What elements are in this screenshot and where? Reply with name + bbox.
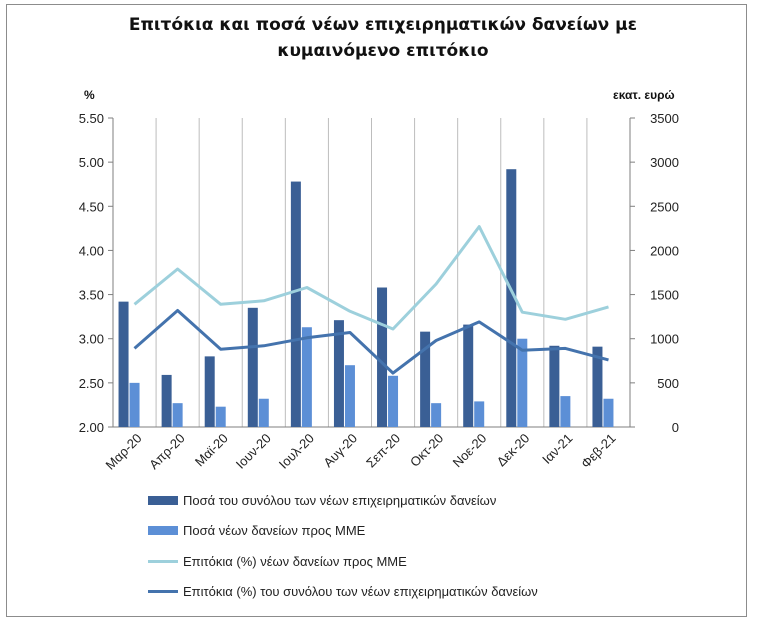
legend-item-sme-amount: Ποσά νέων δανείων προς ΜΜΕ — [148, 520, 365, 540]
chart-title-line-2: κυμαινόμενο επιτόκιο — [277, 41, 489, 61]
legend-swatch-sme-amount — [148, 525, 178, 535]
y-right-tick-label: 2500 — [650, 199, 679, 214]
bar-total-amount — [247, 307, 258, 427]
x-tick-label: Μαρ-20 — [103, 431, 145, 473]
y-right-tick-label: 3500 — [650, 111, 679, 126]
y-left-tick-label: 4.50 — [79, 199, 104, 214]
line-total-rate — [133, 309, 609, 375]
bar-total-amount — [463, 324, 474, 427]
x-tick-label: Φεβ-21 — [578, 431, 619, 472]
x-tick-label: Σεπ-20 — [363, 431, 403, 471]
y-left-tick-label: 4.00 — [79, 243, 104, 258]
y-right-tick-label: 0 — [672, 420, 679, 435]
chart-title: Επιτόκια και ποσά νέων επιχειρηματικών δ… — [0, 12, 766, 64]
y-right-tick-label: 3000 — [650, 155, 679, 170]
legend-item-total-rate: Επιτόκια (%) του συνόλου των νέων επιχει… — [148, 581, 538, 601]
legend-label-sme-amount: Ποσά νέων δανείων προς ΜΜΕ — [183, 522, 366, 538]
bar-sme-amount — [129, 382, 140, 427]
bar-total-amount — [333, 320, 344, 427]
x-tick-label: Ιαν-21 — [539, 431, 575, 467]
y-left-axis-label: % — [84, 88, 95, 102]
y-left-tick-label: 2.50 — [79, 376, 104, 391]
bar-total-amount — [592, 346, 603, 427]
y-left-tick-label: 5.00 — [79, 155, 104, 170]
x-tick-label: Ιουν-20 — [233, 431, 274, 472]
bar-total-amount — [377, 287, 388, 427]
legend-label-total-rate: Επιτόκια (%) του συνόλου των νέων επιχει… — [183, 583, 538, 599]
bar-sme-amount — [517, 338, 528, 427]
x-tick-label: Οκτ-20 — [407, 431, 446, 470]
y-left-tick-label: 2.00 — [79, 420, 104, 435]
bar-total-amount — [506, 169, 517, 427]
x-tick-label: Δεκ-20 — [494, 431, 533, 470]
y-right-tick-label: 2000 — [650, 243, 679, 258]
chart-title-line-1: Επιτόκια και ποσά νέων επιχειρηματικών δ… — [128, 15, 638, 35]
chart-frame — [6, 4, 747, 617]
y-right-tick-label: 1500 — [650, 288, 679, 303]
bar-total-amount — [204, 356, 215, 427]
bar-sme-amount — [474, 401, 485, 427]
legend-item-sme-rate: Επιτόκια (%) νέων δανείων προς ΜΜΕ — [148, 551, 407, 571]
bar-total-amount — [420, 331, 431, 427]
y-left-tick-label: 3.50 — [79, 288, 104, 303]
legend-item-total-amount: Ποσά του συνόλου των νέων επιχειρηματικώ… — [148, 490, 496, 510]
y-left-tick-label: 5.50 — [79, 111, 104, 126]
y-right-tick-label: 1000 — [650, 332, 679, 347]
bar-total-amount — [118, 301, 129, 427]
bar-sme-amount — [215, 406, 226, 427]
legend-swatch-total-rate — [148, 589, 178, 593]
bar-sme-amount — [258, 398, 269, 427]
line-sme-rate — [133, 225, 609, 331]
legend-swatch-sme-rate — [148, 559, 178, 563]
bar-total-amount — [161, 374, 172, 427]
legend-label-total-amount: Ποσά του συνόλου των νέων επιχειρηματικώ… — [183, 492, 497, 508]
y-left-tick-label: 3.00 — [79, 332, 104, 347]
x-tick-label: Μαϊ-20 — [192, 431, 231, 470]
bar-sme-amount — [301, 327, 312, 427]
legend-label-sme-rate: Επιτόκια (%) νέων δανείων προς ΜΜΕ — [183, 553, 407, 569]
x-tick-label: Νοε-20 — [450, 431, 490, 471]
bar-sme-amount — [172, 403, 183, 427]
x-tick-label: Αυγ-20 — [320, 431, 360, 471]
legend-swatch-total-amount — [148, 495, 178, 505]
x-tick-label: Απρ-20 — [146, 431, 188, 473]
bar-sme-amount — [603, 398, 614, 427]
bar-sme-amount — [344, 365, 355, 427]
bar-total-amount — [549, 345, 560, 427]
bar-sme-amount — [388, 375, 399, 427]
x-tick-label: Ιουλ-20 — [276, 431, 317, 472]
bar-sme-amount — [431, 403, 442, 427]
bar-sme-amount — [560, 396, 571, 427]
y-right-axis-label: εκατ. ευρώ — [613, 88, 675, 102]
y-right-tick-label: 500 — [657, 376, 679, 391]
bar-total-amount — [290, 181, 301, 427]
